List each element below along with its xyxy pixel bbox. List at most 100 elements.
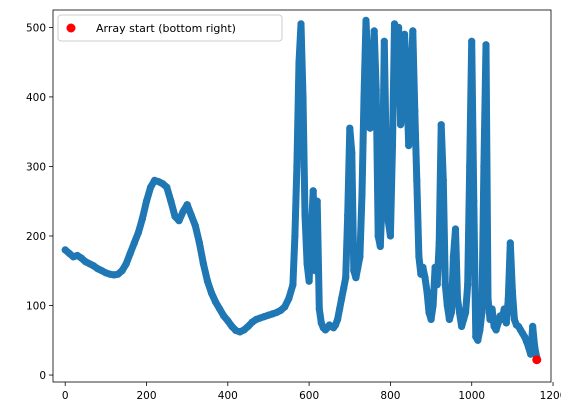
data-point xyxy=(525,343,533,351)
data-point xyxy=(403,79,411,87)
data-point xyxy=(488,305,496,313)
data-point xyxy=(437,121,445,129)
data-point xyxy=(364,65,372,73)
data-point xyxy=(311,267,319,275)
y-tick-label: 400 xyxy=(26,92,46,104)
data-point xyxy=(281,303,289,311)
x-tick-label: 800 xyxy=(380,390,400,402)
data-point xyxy=(431,263,439,271)
x-tick-label: 600 xyxy=(299,390,319,402)
y-tick-label: 300 xyxy=(26,161,46,173)
data-point xyxy=(358,190,366,198)
data-point xyxy=(130,239,138,247)
data-point xyxy=(401,30,409,38)
data-point xyxy=(425,308,433,317)
data-point xyxy=(468,37,476,45)
data-point xyxy=(413,176,421,184)
data-point xyxy=(441,281,449,289)
data-point xyxy=(462,308,470,317)
data-point xyxy=(216,305,224,313)
data-point xyxy=(342,274,350,282)
data-point xyxy=(299,93,307,101)
data-point xyxy=(195,239,203,247)
data-point xyxy=(415,253,423,261)
data-point xyxy=(445,315,453,323)
y-tick-label: 100 xyxy=(26,301,46,313)
data-point xyxy=(500,305,508,313)
data-point xyxy=(407,93,415,101)
data-point xyxy=(289,281,297,289)
data-point xyxy=(142,197,151,205)
data-point xyxy=(331,321,340,329)
legend-label: Array start (bottom right) xyxy=(96,22,236,35)
data-point xyxy=(531,343,539,351)
data-point xyxy=(315,305,323,313)
array-start-point xyxy=(532,355,542,365)
data-point xyxy=(126,249,134,257)
data-point xyxy=(399,107,407,115)
data-point xyxy=(212,298,220,306)
data-point xyxy=(510,315,518,323)
data-point xyxy=(118,267,126,275)
data-point xyxy=(344,211,352,219)
data-point xyxy=(301,211,309,219)
data-point xyxy=(207,289,216,297)
data-point xyxy=(340,284,348,292)
axes-frame xyxy=(52,9,552,383)
x-tick-label: 200 xyxy=(136,390,156,402)
data-point xyxy=(134,228,142,237)
data-point xyxy=(362,16,370,24)
data-point xyxy=(470,197,478,205)
data-point xyxy=(285,295,293,303)
data-point xyxy=(429,301,437,310)
data-point xyxy=(384,218,392,226)
data-point xyxy=(484,295,492,303)
data-point xyxy=(303,260,311,268)
data-point xyxy=(427,315,435,323)
legend-marker xyxy=(66,23,76,33)
data-point xyxy=(451,225,460,233)
data-point xyxy=(295,58,303,66)
data-point xyxy=(163,183,171,191)
data-point xyxy=(478,308,486,317)
data-point xyxy=(480,162,488,170)
data-point xyxy=(338,295,346,303)
data-point xyxy=(392,93,401,101)
data-point xyxy=(397,121,405,129)
data-point xyxy=(291,232,299,240)
data-point xyxy=(183,201,191,209)
data-point xyxy=(506,239,514,247)
data-point xyxy=(386,232,394,240)
plot-marks xyxy=(61,16,542,365)
data-point xyxy=(382,162,390,170)
y-tick-label: 500 xyxy=(26,22,46,34)
data-point xyxy=(409,27,417,35)
data-point xyxy=(191,222,199,230)
data-point xyxy=(435,239,443,247)
data-point xyxy=(466,162,474,170)
data-point xyxy=(175,217,183,225)
data-point xyxy=(336,305,344,313)
data-point xyxy=(122,260,130,268)
data-point xyxy=(455,308,464,317)
data-point xyxy=(313,197,321,205)
data-point xyxy=(187,211,195,219)
data-point xyxy=(224,317,232,325)
data-point xyxy=(309,187,317,195)
data-point xyxy=(476,326,484,334)
data-point xyxy=(421,274,429,282)
data-point xyxy=(378,190,386,198)
data-point xyxy=(458,322,466,330)
x-tick-label: 0 xyxy=(62,390,69,402)
data-point xyxy=(179,208,187,216)
data-point xyxy=(356,253,364,261)
data-point xyxy=(370,27,378,35)
data-point xyxy=(199,260,207,268)
data-point xyxy=(504,295,512,303)
data-point xyxy=(376,242,384,250)
y-axis: 0 100 200 300 400 500 xyxy=(26,22,53,382)
data-point xyxy=(395,23,403,31)
data-point xyxy=(460,315,468,323)
